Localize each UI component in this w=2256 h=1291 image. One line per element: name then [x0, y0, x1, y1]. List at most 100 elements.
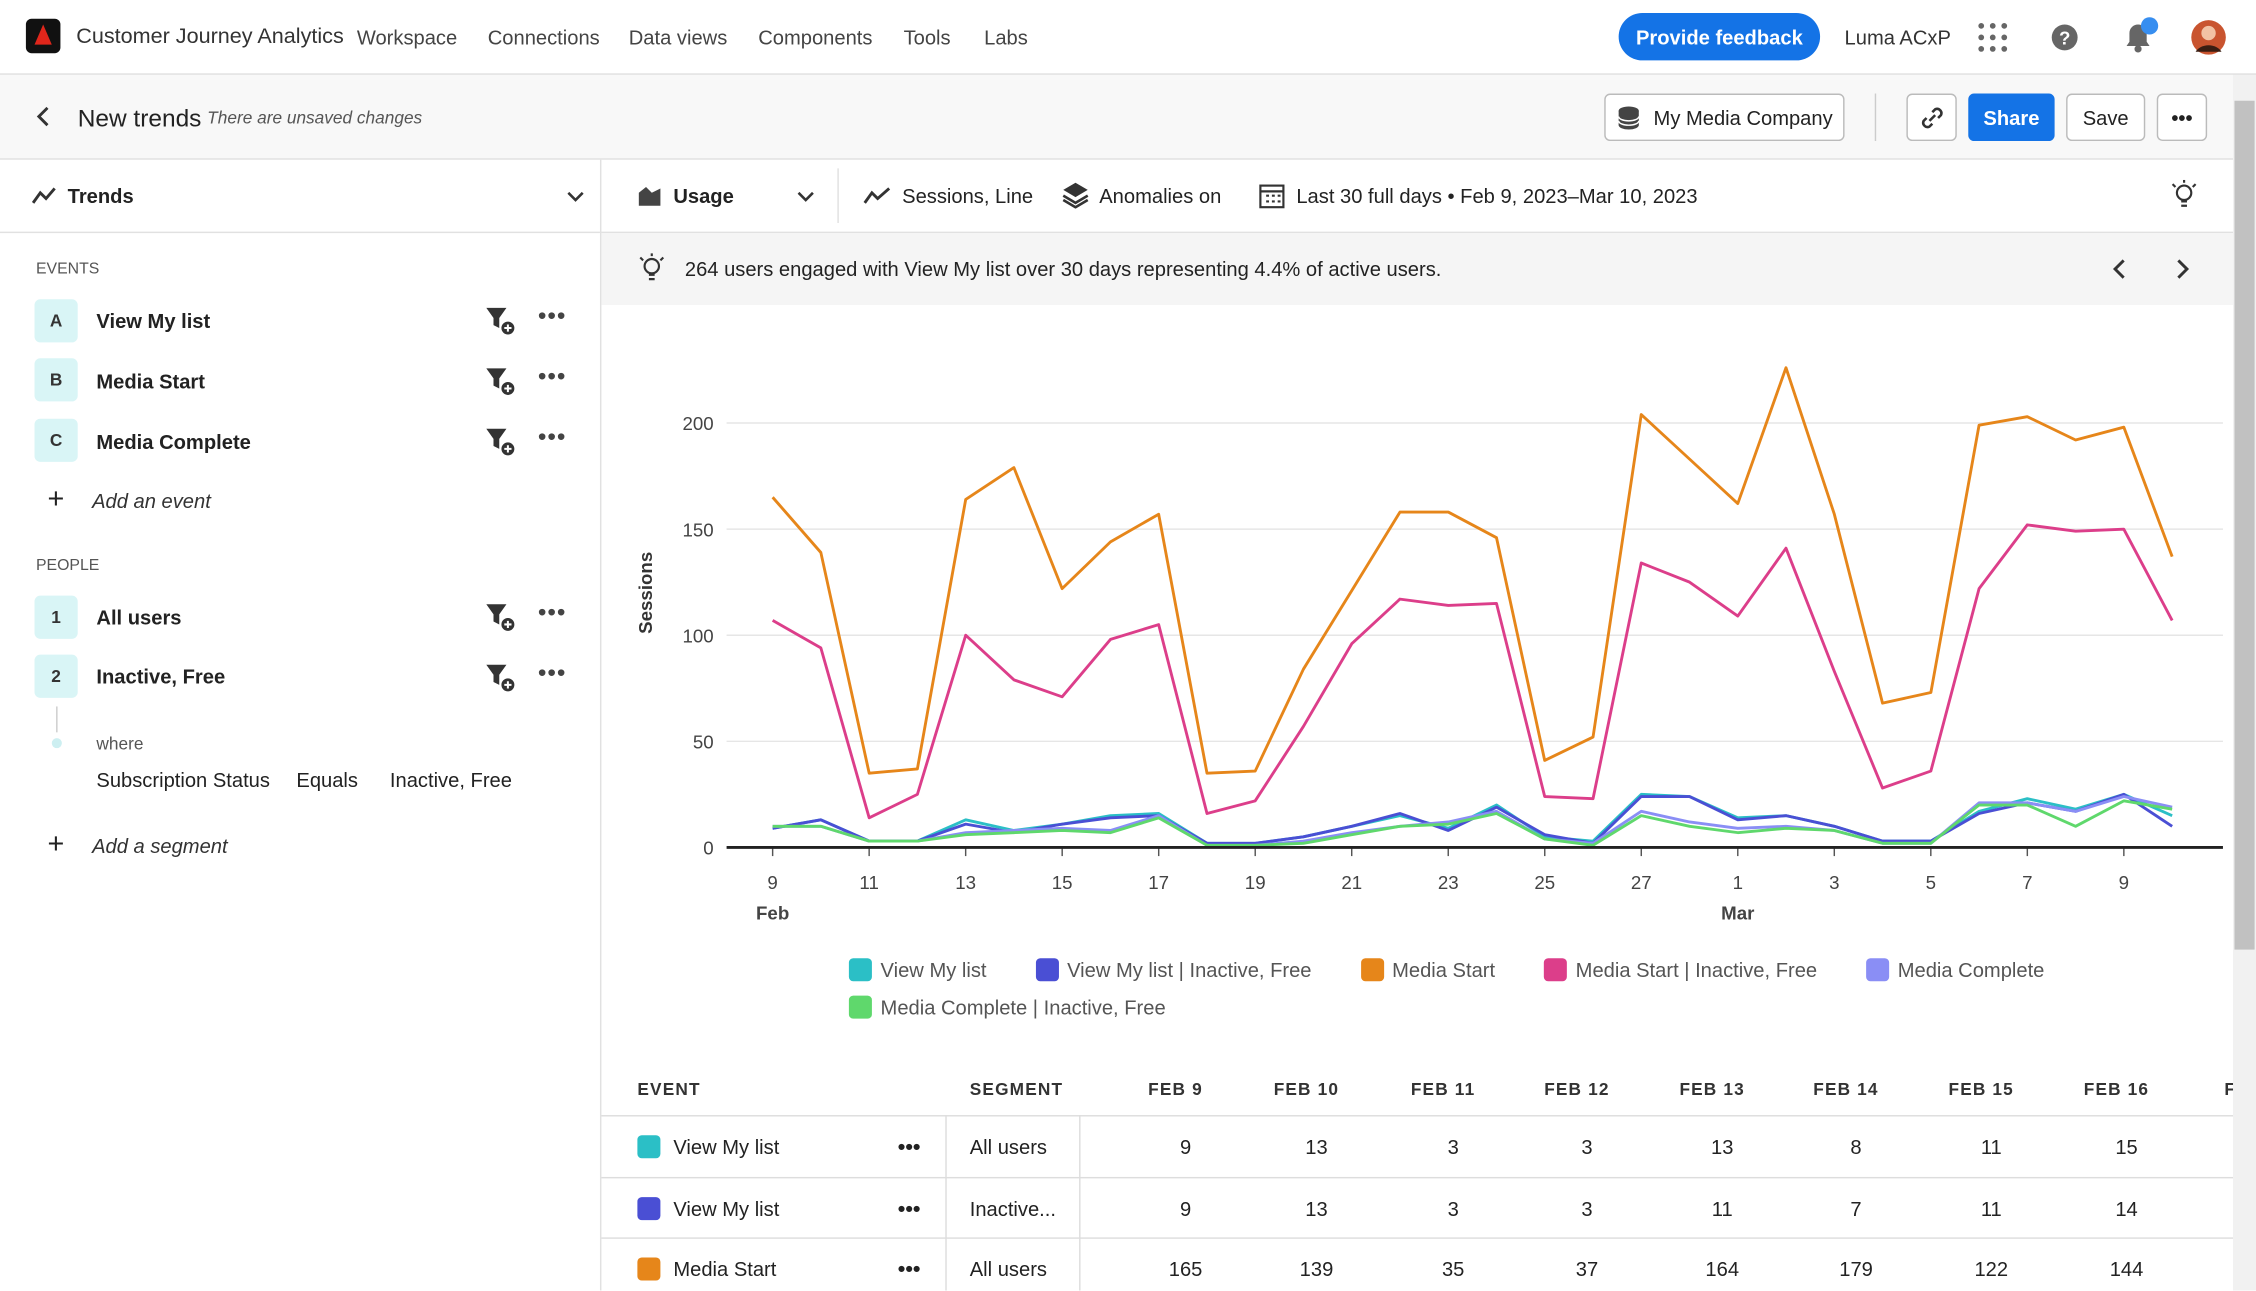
data-view-picker[interactable]: My Media Company	[1604, 94, 1844, 141]
nav-item[interactable]: Components	[758, 26, 872, 49]
table-cell: View My list	[673, 1135, 779, 1158]
column-header[interactable]: FEB 15	[1938, 1079, 2024, 1099]
logo[interactable]	[26, 19, 61, 54]
date-range[interactable]: Last 30 full days • Feb 9, 2023–Mar 10, …	[1296, 184, 1697, 207]
more-button[interactable]: •••	[2157, 94, 2207, 141]
legend-item[interactable]: View My list	[849, 958, 987, 981]
table-cell: 3	[1544, 1135, 1630, 1158]
filter-button[interactable]	[485, 305, 517, 337]
table-cell: 9	[1142, 1135, 1228, 1158]
event-label[interactable]: View My list	[96, 309, 210, 332]
row-more[interactable]: •••	[898, 1258, 921, 1282]
more-button[interactable]: •••	[538, 426, 567, 452]
condition-value[interactable]: Inactive, Free	[390, 768, 512, 791]
avatar[interactable]	[2190, 19, 2227, 56]
column-header[interactable]: FEB 14	[1803, 1079, 1889, 1099]
legend-label: View My list | Inactive, Free	[1067, 958, 1311, 981]
line-chart: 050100150200Sessions9Feb1113151719212325…	[601, 305, 2230, 938]
x-tick-label: 17	[1148, 872, 1169, 893]
table-cell: 144	[2083, 1258, 2169, 1281]
filter-button[interactable]	[485, 426, 517, 458]
series-line	[773, 368, 2173, 773]
filter-button[interactable]	[485, 662, 517, 694]
column-header[interactable]: FEB 9	[1132, 1079, 1218, 1099]
legend-item[interactable]: Media Complete	[1866, 958, 2044, 981]
viz-picker[interactable]: Sessions, Line	[902, 184, 1033, 207]
condition-dimension[interactable]: Subscription Status	[96, 768, 270, 791]
org-switcher[interactable]: Luma ACxP	[1845, 26, 1951, 49]
insights-icon[interactable]	[2170, 180, 2199, 212]
column-header[interactable]: EVENT	[637, 1079, 700, 1099]
table-cell: All users	[970, 1135, 1047, 1158]
help-icon[interactable]: ?	[2050, 23, 2079, 52]
column-header[interactable]: FEB 10	[1263, 1079, 1349, 1099]
notifications-icon[interactable]	[2121, 14, 2164, 54]
prev-insight[interactable]	[2112, 259, 2126, 279]
divider	[1875, 94, 1876, 141]
view-chevron[interactable]	[797, 190, 814, 203]
legend-item[interactable]: Media Start	[1360, 958, 1495, 981]
apps-icon[interactable]	[1977, 22, 2009, 54]
panel-header-divider	[0, 232, 600, 233]
column-header[interactable]: FEB 16	[2073, 1079, 2159, 1099]
panel-title[interactable]: Trends	[68, 184, 134, 207]
legend-swatch	[1866, 958, 1889, 981]
nav-item[interactable]: Labs	[984, 26, 1028, 49]
insight-text: 264 users engaged with View My list over…	[685, 258, 1442, 281]
y-tick-label: 100	[682, 625, 713, 646]
event-label[interactable]: Media Complete	[96, 430, 250, 453]
legend-item[interactable]: Media Complete | Inactive, Free	[849, 996, 1166, 1019]
x-tick-label: 19	[1245, 872, 1266, 893]
legend-item[interactable]: Media Start | Inactive, Free	[1544, 958, 1817, 981]
legend-item[interactable]: View My list | Inactive, Free	[1035, 958, 1311, 981]
table-cell: 13	[1273, 1135, 1359, 1158]
table-cell: View My list	[673, 1196, 779, 1219]
event-label[interactable]: Media Start	[96, 370, 205, 393]
nav-item[interactable]: Data views	[629, 26, 728, 49]
column-header[interactable]: FEB 13	[1669, 1079, 1755, 1099]
filter-button[interactable]	[485, 365, 517, 397]
more-button[interactable]: •••	[538, 662, 567, 688]
section-heading: EVENTS	[36, 260, 99, 277]
condition-operator[interactable]: Equals	[296, 768, 358, 791]
add-event[interactable]: Add an event	[92, 489, 211, 512]
x-tick-label: 7	[2022, 872, 2032, 893]
column-header[interactable]: FEB 12	[1534, 1079, 1620, 1099]
add-segment[interactable]: Add a segment	[92, 835, 227, 858]
unsaved-status: There are unsaved changes	[207, 108, 422, 128]
more-button[interactable]: •••	[538, 601, 567, 627]
scrollbar-thumb[interactable]	[2234, 101, 2254, 950]
row-more[interactable]: •••	[898, 1135, 921, 1159]
column-header[interactable]: SEGMENT	[970, 1079, 1063, 1099]
x-tick-label: 25	[1534, 872, 1555, 893]
segment-label[interactable]: All users	[96, 606, 181, 629]
more-button[interactable]: •••	[538, 305, 567, 331]
panel-chevron[interactable]	[567, 190, 584, 203]
link-button[interactable]	[1906, 94, 1956, 141]
save-button[interactable]: Save	[2066, 94, 2145, 141]
view-picker[interactable]: Usage	[673, 184, 733, 207]
add-icon[interactable]: +	[47, 829, 64, 862]
filter-button[interactable]	[485, 601, 517, 633]
column-header[interactable]: FEB 11	[1400, 1079, 1486, 1099]
anomalies-toggle[interactable]: Anomalies on	[1099, 184, 1221, 207]
row-more[interactable]: •••	[898, 1196, 921, 1220]
share-button[interactable]: Share	[1968, 94, 2054, 141]
table-cell: 35	[1410, 1258, 1496, 1281]
nav-item[interactable]: Tools	[904, 26, 951, 49]
next-insight[interactable]	[2175, 259, 2189, 279]
add-icon[interactable]: +	[47, 483, 64, 516]
feedback-button[interactable]: Provide feedback	[1619, 13, 1820, 60]
nav-item[interactable]: Workspace	[357, 26, 457, 49]
table-cell: 3	[1544, 1196, 1630, 1219]
x-tick-label: 9	[767, 872, 777, 893]
table-cell: 164	[1679, 1258, 1765, 1281]
where-label: where	[96, 734, 143, 754]
table-col-rule	[1079, 1115, 1080, 1291]
segment-label[interactable]: Inactive, Free	[96, 665, 225, 688]
back-button[interactable]	[35, 106, 52, 126]
nav-item[interactable]: Connections	[488, 26, 600, 49]
more-button[interactable]: •••	[538, 365, 567, 391]
